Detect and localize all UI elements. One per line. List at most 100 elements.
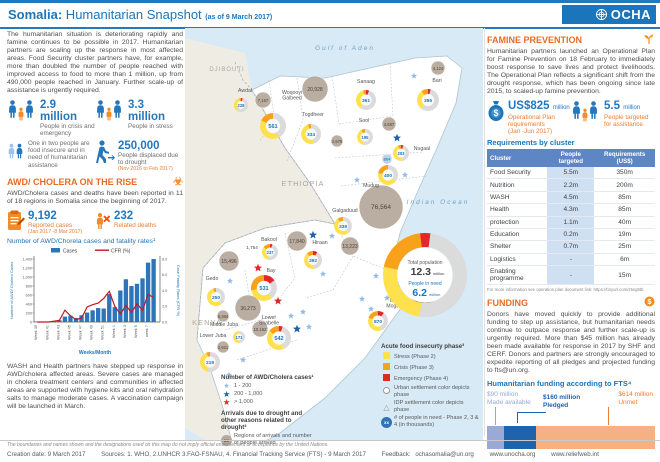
arrivals-circle bbox=[216, 340, 230, 354]
phase-ring-segment bbox=[388, 165, 399, 182]
cluster-name: Education bbox=[487, 228, 548, 242]
cases-bar bbox=[101, 308, 106, 322]
feedback-email[interactable]: ochasomalia@un.org bbox=[415, 451, 474, 458]
awd-cases-star bbox=[393, 133, 401, 142]
awd-cases-star bbox=[411, 72, 417, 79]
requirement-value: 200m bbox=[594, 178, 655, 192]
stat-related-deaths: 232 Related deaths bbox=[95, 210, 183, 235]
cluster-name: WASH bbox=[487, 191, 548, 205]
phase-ring-segment bbox=[421, 89, 439, 112]
stress-swatch-icon bbox=[383, 352, 390, 359]
un-emblem-icon bbox=[595, 9, 607, 20]
reliefweb-link[interactable]: www.reliefweb.int bbox=[551, 451, 599, 458]
djibouti-border bbox=[234, 61, 253, 91]
stat-label2: for assistance bbox=[604, 121, 643, 128]
people-in-need-badge-icon: xx bbox=[381, 416, 392, 428]
connector-line bbox=[517, 412, 546, 424]
awd-stats-row: 9,192 Reported cases (Jan 2017 -8 Mar 20… bbox=[7, 210, 183, 235]
funding-segment-unmet bbox=[535, 426, 655, 450]
people-targeted-value: 0.2m bbox=[547, 228, 595, 242]
donut-center bbox=[305, 128, 317, 140]
phase-ring-segment bbox=[311, 124, 321, 144]
cases-bar bbox=[134, 283, 140, 322]
awd-cases-star bbox=[402, 171, 408, 178]
y-tick-right: 0.0 bbox=[162, 320, 167, 324]
people-in-need-value: 228 bbox=[238, 103, 246, 108]
operation-plan-link[interactable]: For more information see operation plan … bbox=[487, 287, 644, 293]
phase-ring-segment bbox=[241, 98, 243, 102]
arrivals-value: 36,273 bbox=[240, 306, 256, 312]
cases-bar bbox=[62, 316, 68, 322]
stat-value: 5.5 million bbox=[604, 100, 641, 112]
total-donut-segment bbox=[419, 233, 468, 318]
arrivals-circle bbox=[430, 60, 446, 76]
walking-person-icon bbox=[96, 140, 115, 163]
region-label: Bari bbox=[432, 78, 441, 84]
intro-paragraph: The humanitarian situation is deteriorat… bbox=[7, 31, 183, 94]
total-population-label: Total population bbox=[407, 260, 442, 266]
phase-ring-segment bbox=[267, 244, 279, 261]
funding-label-pledged: $160 million Pledged bbox=[543, 394, 581, 409]
phase-ring-segment bbox=[279, 326, 283, 332]
page-title-asof: (as of 9 March 2017) bbox=[205, 14, 273, 21]
map-canvas: Gulf of Aden Indian Ocean DJIBOUTI ETHIOPIA… bbox=[185, 28, 483, 456]
region-label: Galgaduud bbox=[332, 208, 357, 214]
stat-sub: (Jan -Jun 2017) bbox=[508, 128, 553, 135]
people-in-need-value: 531 bbox=[259, 286, 268, 292]
cluster-name: protection bbox=[487, 216, 548, 229]
phase-ring-segment bbox=[213, 288, 216, 293]
phase-ring-segment bbox=[273, 113, 286, 138]
people-targeted-value: 1.1m bbox=[547, 216, 595, 229]
y-tick-right: 6.0 bbox=[162, 273, 167, 277]
awd-paragraph: AWD/Cholera cases and deaths have been r… bbox=[7, 190, 183, 205]
awd-section-heading: AWD/ CHOLERA ON THE RISE ☣ bbox=[7, 176, 183, 188]
crisis-swatch-icon bbox=[383, 363, 390, 370]
phase-ring-segment bbox=[206, 288, 222, 307]
phase-ring-segment bbox=[379, 312, 389, 331]
cases-bar bbox=[112, 307, 117, 322]
figure-caption-sub: (Nov 2016 to Feb 2017) bbox=[118, 166, 173, 172]
phase-ring-segment bbox=[206, 352, 210, 357]
legend-item: Urban settlement color depicts phase bbox=[381, 385, 479, 399]
people-in-need-value: 334 bbox=[307, 132, 315, 138]
stat-value: 9,192 bbox=[28, 210, 57, 222]
legend-item: ★ 1 - 200 bbox=[221, 383, 317, 390]
legend-title: Number of AWD/Cholera cases¹ bbox=[221, 374, 314, 381]
funding-paragraph: Donors have moved quickly to provide add… bbox=[487, 311, 655, 375]
people-in-need-value: 171 bbox=[236, 335, 244, 340]
dark-star-icon: ★ bbox=[222, 389, 231, 399]
phase-ring-segment bbox=[378, 165, 388, 174]
cluster-row: Logistics -6m bbox=[487, 253, 655, 267]
header: Somalia: Humanitarian Snapshot (as of 9 … bbox=[0, 3, 660, 29]
donut-center bbox=[308, 255, 318, 265]
figure-crisis: 2.9 million People in crisis and emergen… bbox=[7, 99, 95, 137]
cases-bar bbox=[140, 278, 145, 322]
region-border bbox=[286, 77, 304, 162]
cases-bar bbox=[118, 290, 123, 322]
requirement-value: 85m bbox=[594, 191, 655, 205]
cluster-row: Shelter 0.7m 25m bbox=[487, 240, 655, 254]
people-targeted-value: - bbox=[547, 253, 595, 267]
page-title-rest: Humanitarian Snapshot bbox=[62, 7, 206, 22]
dollar-coin-icon: $ bbox=[644, 296, 655, 307]
phase-ring-segment bbox=[368, 317, 382, 331]
arrivals-value: 6,364 bbox=[218, 314, 229, 319]
awd-cases-star bbox=[306, 323, 312, 330]
creation-date: Creation date: 9 March 2017 bbox=[7, 451, 86, 458]
region-border bbox=[334, 151, 424, 159]
cluster-row: Health 4.3m 85m bbox=[487, 203, 655, 217]
red-star-icon: ★ bbox=[222, 397, 231, 407]
funding-label-available: $90 million Made available bbox=[487, 391, 531, 406]
phase-ring-segment bbox=[239, 98, 241, 102]
phase-ring-segment bbox=[364, 129, 373, 145]
region-label: Gedo bbox=[206, 276, 219, 282]
arrivals-value: 13,223 bbox=[342, 244, 358, 250]
awd-cases-star bbox=[227, 277, 233, 284]
region-label: Togdheer bbox=[302, 112, 324, 118]
unocha-link[interactable]: www.unocha.org bbox=[489, 451, 536, 458]
x-tick: Week 41 bbox=[45, 325, 49, 340]
two-people-icon bbox=[8, 143, 23, 159]
legend-item: Stress (Phase 2) bbox=[381, 352, 479, 362]
arrivals-circle bbox=[216, 309, 230, 323]
